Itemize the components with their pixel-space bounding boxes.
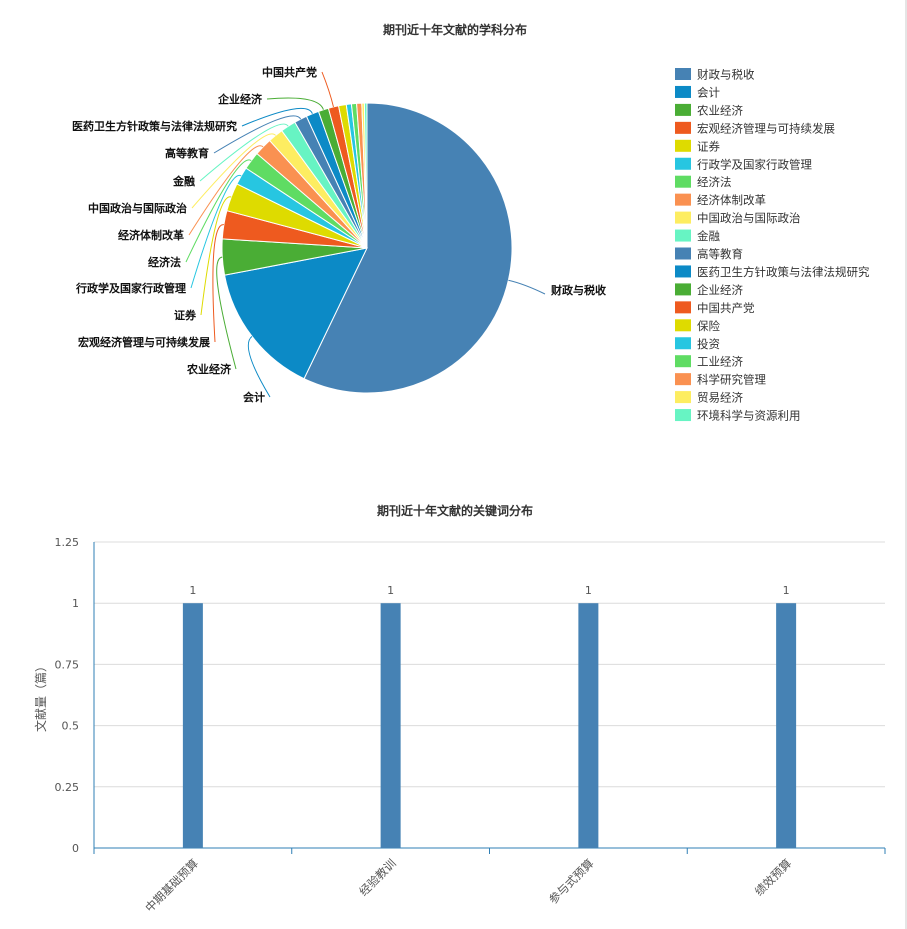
- legend-swatch-3[interactable]: [675, 121, 691, 134]
- legend-swatch-10[interactable]: [675, 247, 691, 260]
- x-tick-label-3: 绩效预算: [752, 856, 794, 898]
- pie-label-7: 经济体制改革: [118, 228, 184, 242]
- legend-label-0[interactable]: 财政与税收: [697, 68, 755, 82]
- y-tick-label-5: 1.25: [55, 536, 80, 549]
- y-tick-label-0: 0: [72, 842, 79, 855]
- pie-label-4: 证券: [174, 308, 197, 322]
- legend-label-5[interactable]: 行政学及国家行政管理: [697, 157, 812, 171]
- bar-2[interactable]: [578, 603, 599, 848]
- y-tick-label-3: 0.75: [55, 658, 80, 671]
- pie-label-6: 经济法: [148, 255, 181, 269]
- y-tick-label-4: 1: [72, 597, 79, 610]
- bar-value-label-3: 1: [783, 584, 790, 597]
- bar-value-label-0: 1: [189, 584, 196, 597]
- pie-label-line-13: [321, 71, 334, 108]
- legend-label-4[interactable]: 证券: [697, 139, 720, 153]
- pie-slice-1[interactable]: [223, 247, 368, 380]
- legend-swatch-8[interactable]: [675, 211, 691, 224]
- legend-label-3[interactable]: 宏观经济管理与可持续发展: [697, 121, 835, 135]
- pie-label-line-6: [185, 159, 252, 263]
- legend-label-10[interactable]: 高等教育: [697, 247, 743, 261]
- pie-label-line-7: [188, 145, 264, 236]
- legend-swatch-11[interactable]: [675, 265, 691, 278]
- pie-label-line-0: [508, 279, 546, 295]
- y-tick-label-2: 0.5: [62, 720, 80, 733]
- legend-swatch-12[interactable]: [675, 283, 691, 296]
- legend-swatch-1[interactable]: [675, 85, 691, 98]
- legend-swatch-4[interactable]: [675, 139, 691, 152]
- pie-label-line-4: [200, 196, 232, 316]
- y-axis-title: 文献量（篇）: [33, 660, 48, 732]
- pie-chart: 期刊近十年文献的学科分布 财政与税收会计农业经济宏观经济管理与可持续发展证券行政…: [72, 22, 870, 423]
- pie-label-10: 高等教育: [165, 146, 209, 160]
- pie-label-line-3: [212, 224, 224, 343]
- y-tick-label-1: 0.25: [55, 781, 80, 794]
- legend-label-13[interactable]: 中国共产党: [697, 301, 755, 315]
- pie-label-line-12: [266, 97, 324, 110]
- pie-label-line-11: [241, 108, 313, 127]
- legend-label-2[interactable]: 农业经济: [697, 103, 743, 117]
- pie-label-9: 金融: [172, 174, 195, 188]
- pie-label-8: 中国政治与国际政治: [88, 201, 187, 215]
- legend-swatch-5[interactable]: [675, 157, 691, 170]
- legend-swatch-19[interactable]: [675, 409, 691, 422]
- pie-label-2: 农业经济: [186, 362, 232, 376]
- legend-label-19[interactable]: 环境科学与资源利用: [697, 409, 801, 423]
- pie-label-0: 财政与税收: [550, 283, 606, 297]
- legend-swatch-14[interactable]: [675, 319, 691, 332]
- legend-swatch-6[interactable]: [675, 175, 691, 188]
- legend-swatch-17[interactable]: [675, 373, 691, 386]
- page-right-border: [905, 0, 907, 929]
- legend-swatch-15[interactable]: [675, 337, 691, 350]
- legend-label-17[interactable]: 科学研究管理: [697, 373, 766, 387]
- pie-slice-19[interactable]: [363, 102, 368, 249]
- pie-label-13: 中国共产党: [262, 65, 317, 79]
- pie-label-line-10: [213, 115, 302, 154]
- legend-label-7[interactable]: 经济体制改革: [697, 193, 766, 207]
- legend-label-1[interactable]: 会计: [697, 85, 720, 99]
- legend-label-8[interactable]: 中国政治与国际政治: [697, 211, 801, 225]
- pie-label-1: 会计: [243, 390, 265, 404]
- legend-swatch-7[interactable]: [675, 193, 691, 206]
- bar-title: 期刊近十年文献的关键词分布: [377, 503, 533, 518]
- bar-3[interactable]: [776, 603, 797, 848]
- legend-label-14[interactable]: 保险: [697, 319, 720, 333]
- bar-chart: 期刊近十年文献的关键词分布 0 0.25 0.5 0.75 1 1.25 中期基础预算 经验教…: [33, 503, 886, 915]
- legend-swatch-0[interactable]: [675, 68, 691, 80]
- legend-label-15[interactable]: 投资: [697, 337, 720, 351]
- pie-label-line-2: [216, 256, 237, 370]
- legend-label-16[interactable]: 工业经济: [697, 355, 743, 369]
- legend-label-11[interactable]: 医药卫生方针政策与法律法规研究: [697, 265, 870, 279]
- bar-value-label-2: 1: [585, 584, 592, 597]
- pie-title: 期刊近十年文献的学科分布: [383, 22, 527, 37]
- legend-swatch-9[interactable]: [675, 229, 691, 242]
- pie-label-line-9: [199, 123, 289, 182]
- x-tick-label-2: 参与式预算: [546, 856, 597, 907]
- pie-label-line-8: [191, 133, 276, 209]
- legend-swatch-2[interactable]: [675, 103, 691, 116]
- legend-swatch-13[interactable]: [675, 301, 691, 314]
- pie-label-12: 企业经济: [217, 92, 263, 106]
- bar-1[interactable]: [380, 603, 401, 848]
- legend-label-18[interactable]: 贸易经济: [697, 391, 743, 405]
- legend-swatch-16[interactable]: [675, 355, 691, 368]
- bar-value-label-1: 1: [387, 584, 394, 597]
- pie-label-5: 行政学及国家行政管理: [75, 281, 186, 295]
- legend-label-6[interactable]: 经济法: [697, 175, 732, 189]
- legend-label-12[interactable]: 企业经济: [697, 283, 743, 297]
- pie-label-line-1: [247, 335, 271, 398]
- pie-label-line-5: [190, 174, 242, 289]
- x-tick-label-1: 经验教训: [356, 856, 398, 898]
- legend-swatch-18[interactable]: [675, 391, 691, 404]
- legend-label-9[interactable]: 金融: [697, 229, 720, 243]
- x-tick-label-0: 中期基础预算: [142, 856, 201, 915]
- pie-label-11: 医药卫生方针政策与法律法规研究: [72, 119, 237, 133]
- bar-0[interactable]: [182, 603, 203, 848]
- pie-label-3: 宏观经济管理与可持续发展: [78, 335, 211, 349]
